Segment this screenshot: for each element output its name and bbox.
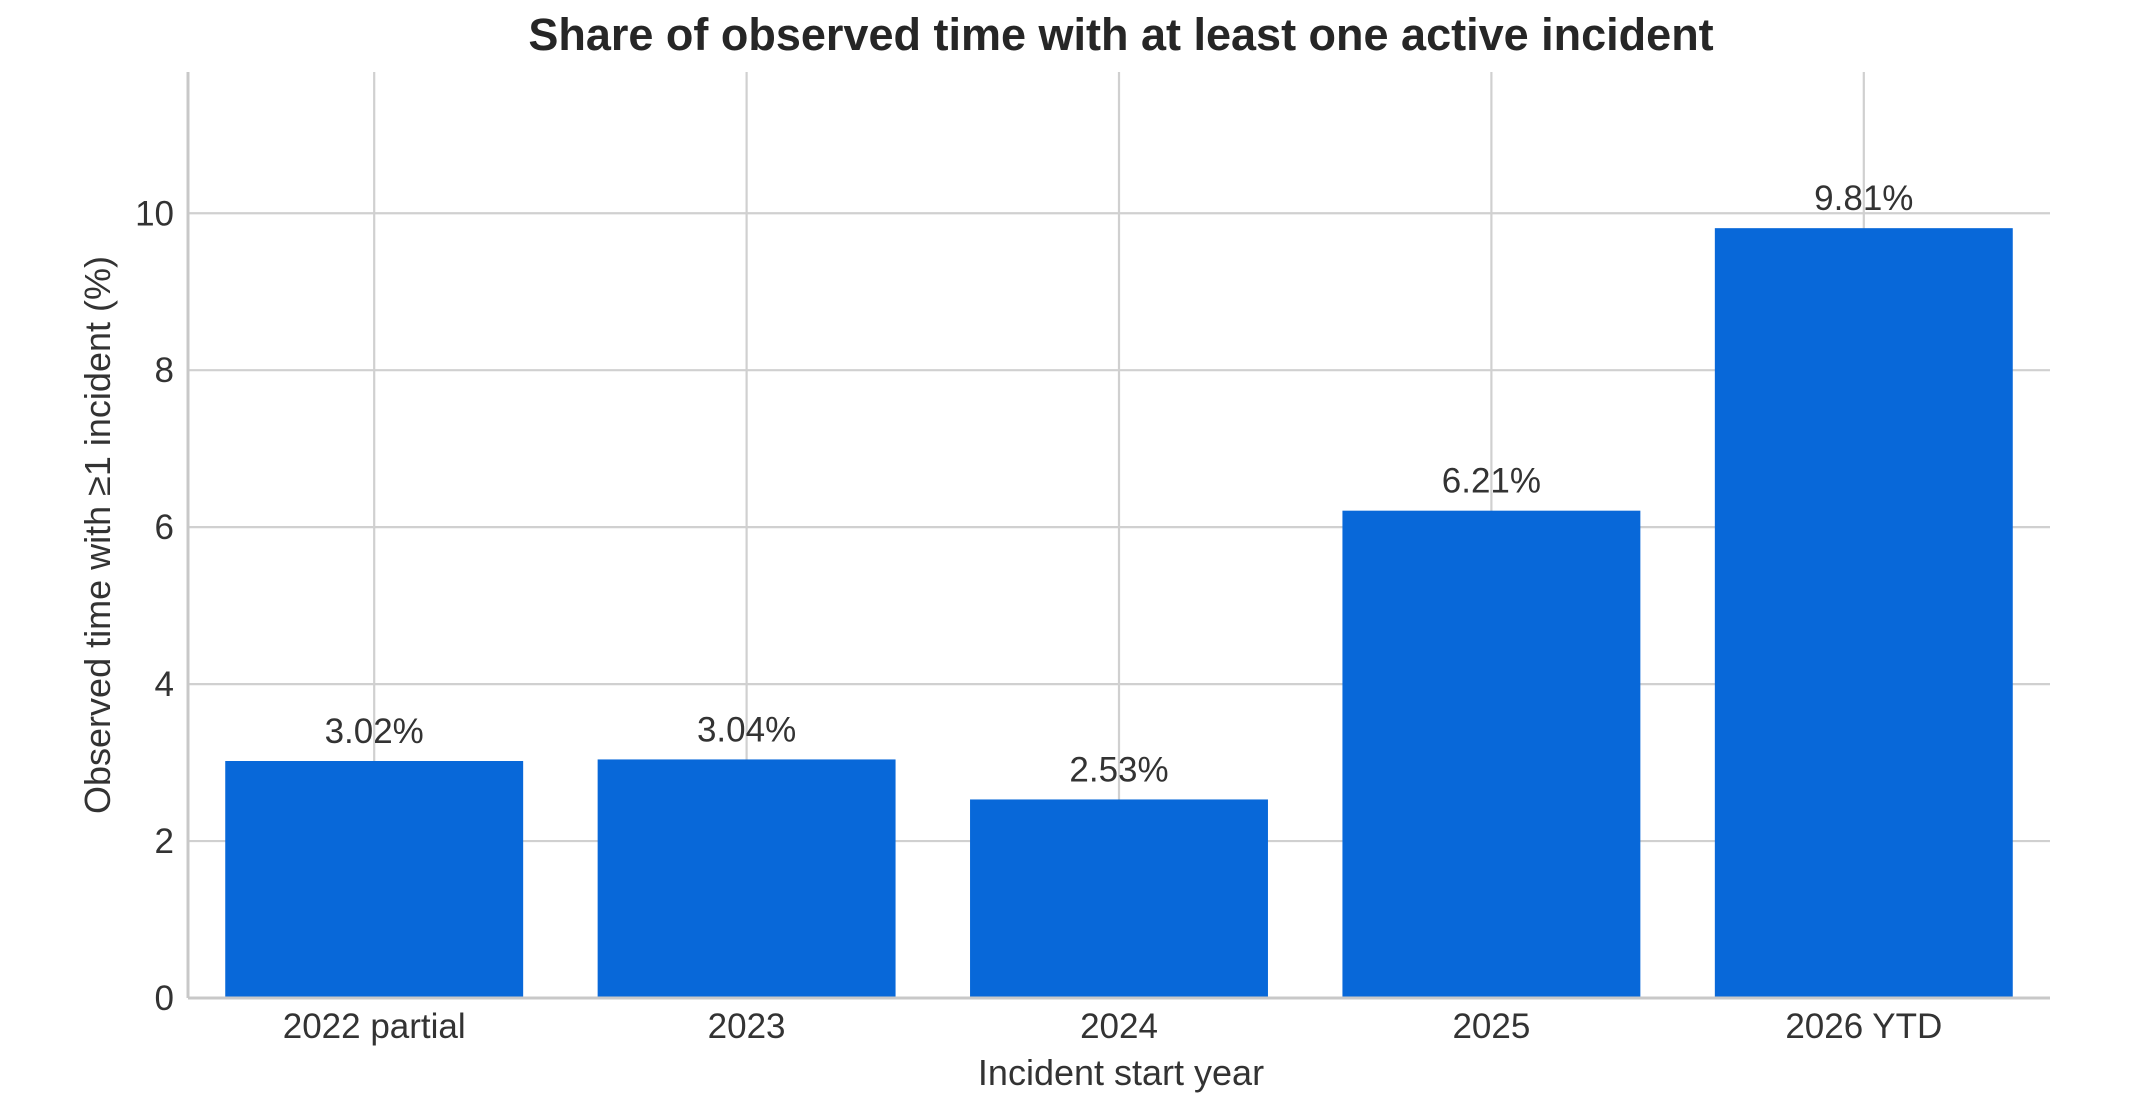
- x-tick-label: 2025: [1452, 1007, 1530, 1046]
- bar: [1342, 510, 1641, 998]
- labels: 0 2 4 6 8 10 3.02% 2022 partial 3.04% 2023 2.53% 20…: [135, 179, 1942, 1046]
- bars: [225, 228, 2013, 998]
- y-tick-label: 6: [155, 508, 174, 547]
- x-tick-label: 2024: [1080, 1007, 1158, 1046]
- bar-value-label: 6.21%: [1442, 462, 1541, 501]
- y-tick-label: 4: [155, 665, 174, 704]
- axes: [186, 72, 2050, 1000]
- bar-value-label: 9.81%: [1814, 179, 1913, 218]
- y-tick-label: 2: [155, 822, 174, 861]
- x-axis-label: Incident start year: [978, 1052, 1264, 1093]
- y-tick-label: 8: [155, 351, 174, 390]
- x-tick-label: 2023: [708, 1007, 786, 1046]
- x-tick-label: 2026 YTD: [1785, 1007, 1942, 1046]
- bar-value-label: 2.53%: [1069, 750, 1168, 789]
- bar: [225, 761, 524, 998]
- chart-title: Share of observed time with at least one…: [528, 9, 1713, 60]
- bar-value-label: 3.02%: [325, 712, 424, 751]
- x-tick-label: 2022 partial: [283, 1007, 466, 1046]
- y-axis-label: Observed time with ≥1 incident (%): [77, 256, 118, 814]
- bar-value-label: 3.04%: [697, 710, 796, 749]
- bar: [597, 759, 896, 998]
- bar: [970, 799, 1268, 998]
- y-tick-label: 0: [155, 979, 174, 1018]
- bar: [1714, 228, 2013, 998]
- y-tick-label: 10: [135, 194, 174, 233]
